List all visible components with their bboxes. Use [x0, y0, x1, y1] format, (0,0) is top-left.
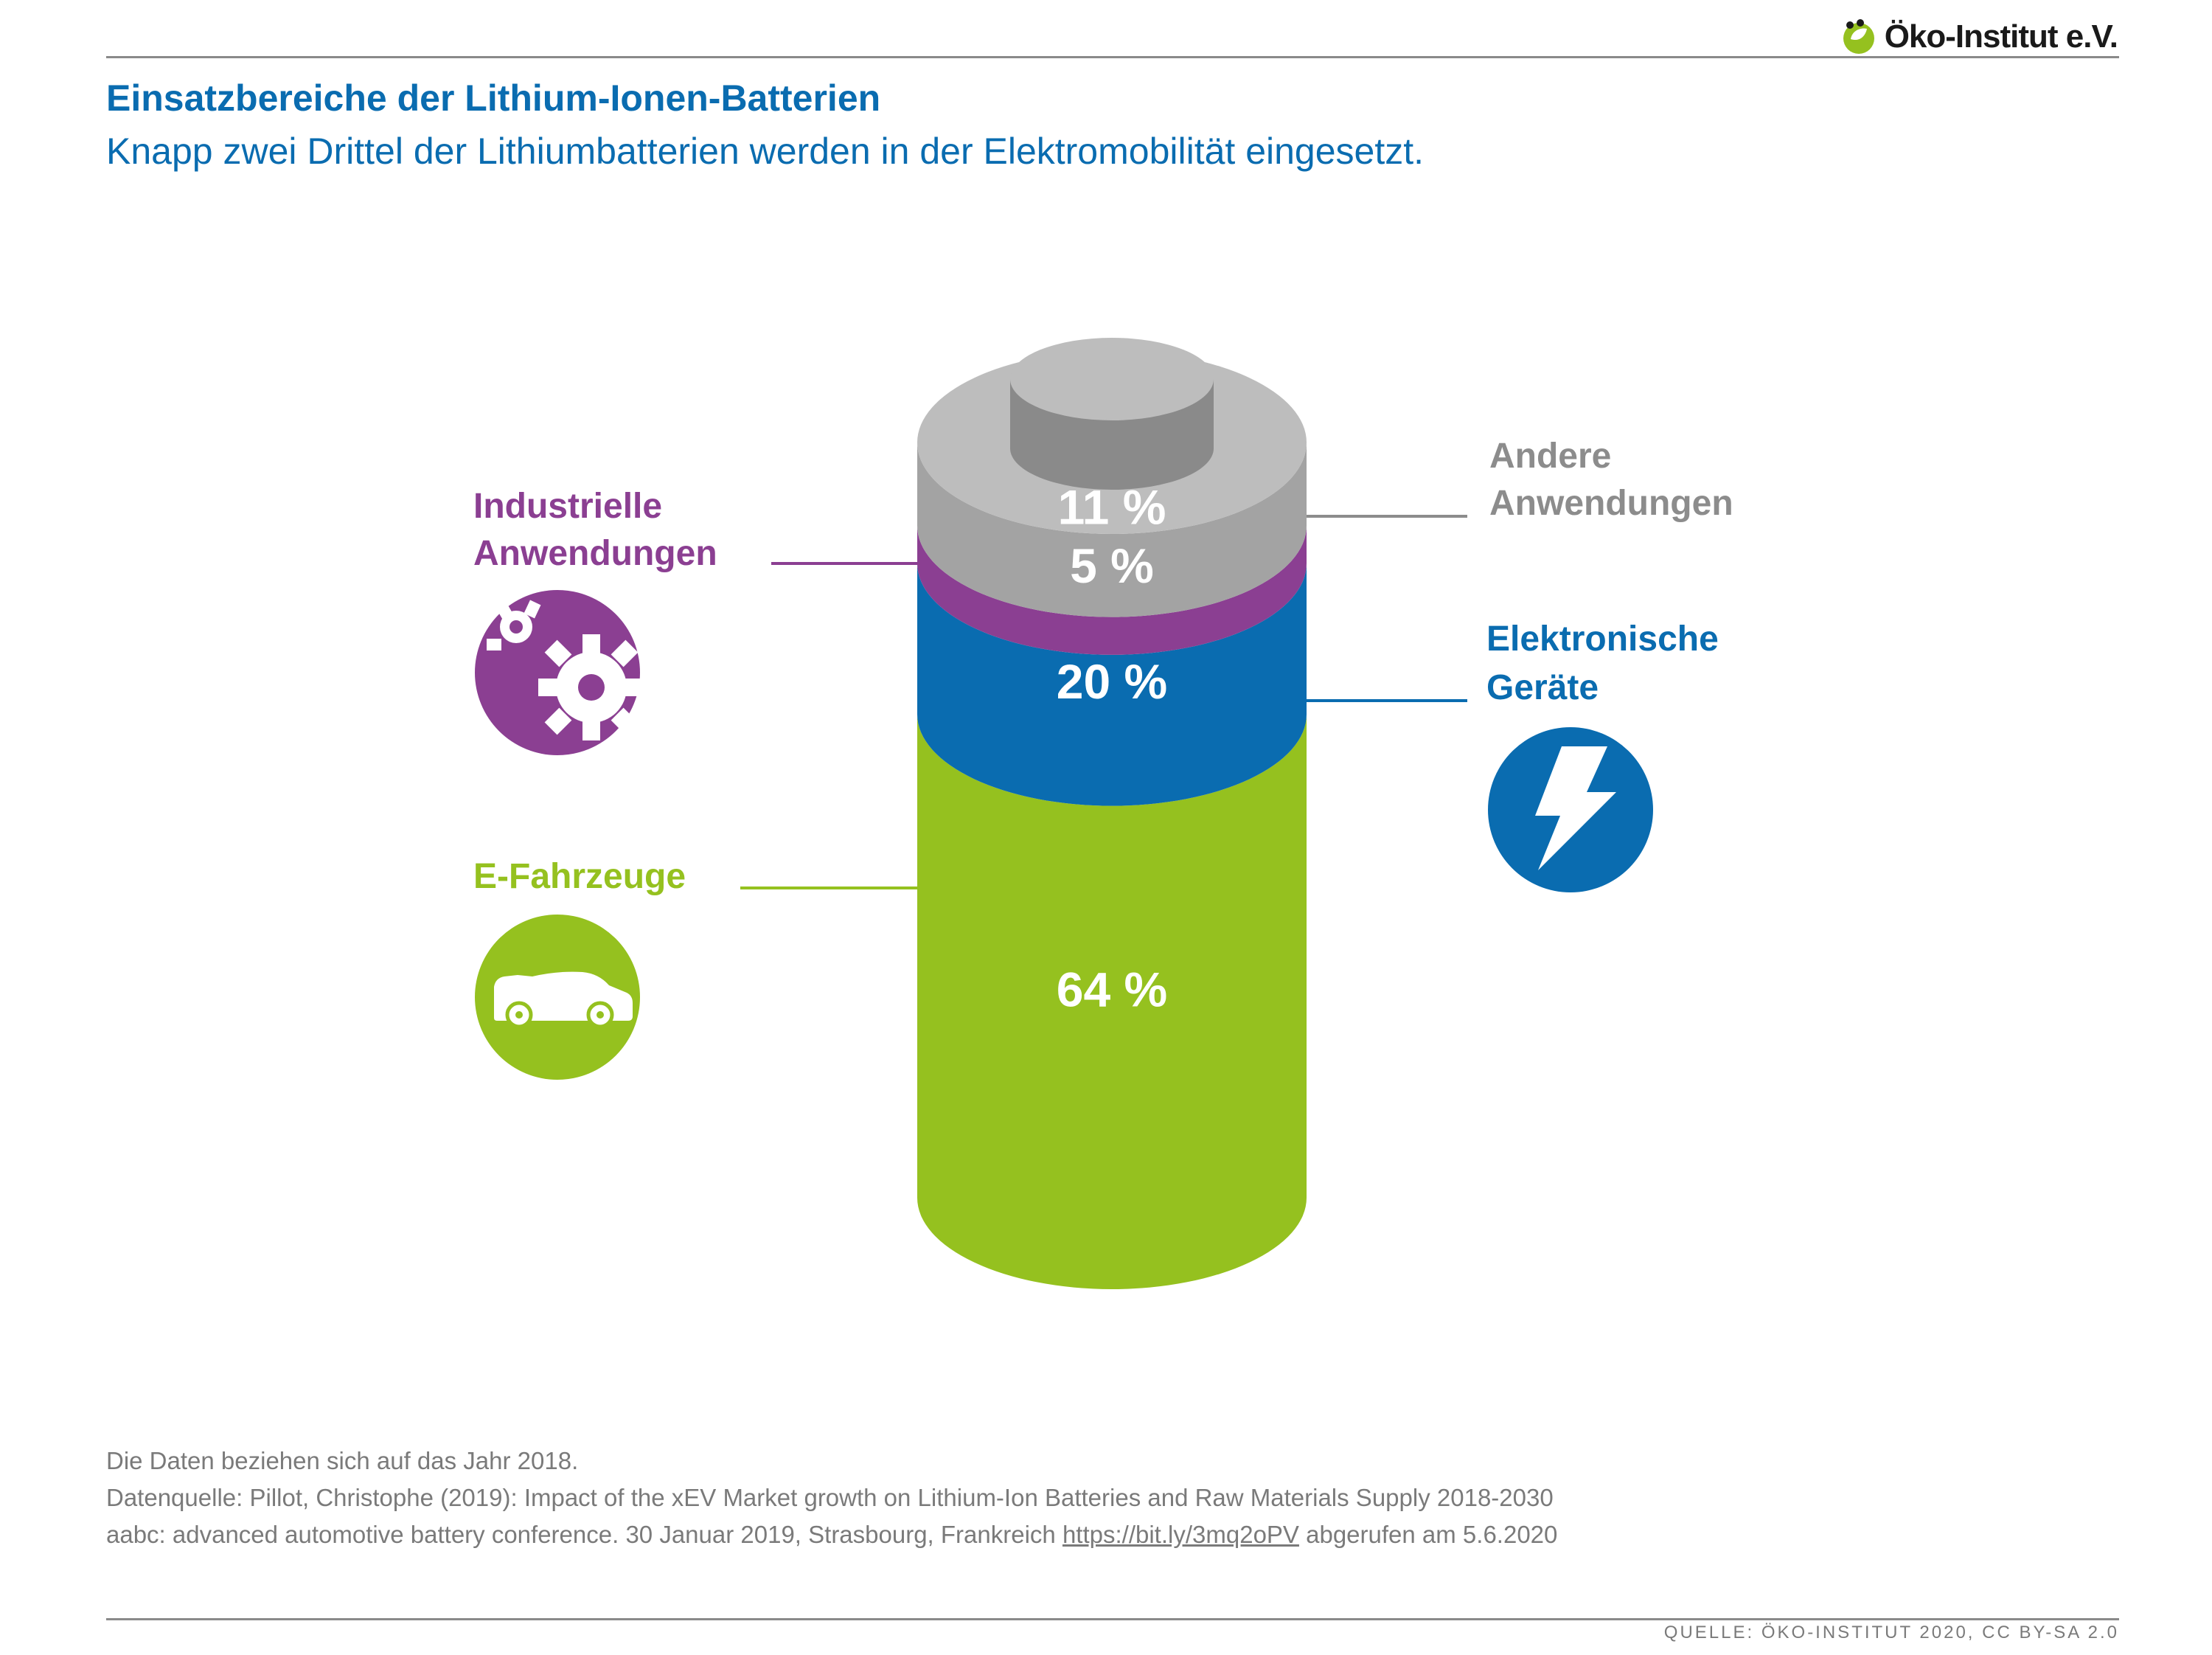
segment-elektronische-ger-te — [917, 563, 1307, 806]
footnote-year: Die Daten beziehen sich auf das Jahr 201… — [106, 1447, 579, 1474]
logo: Öko-Institut e.V. — [1840, 16, 2118, 58]
footnote-source-line2: aabc: advanced automotive battery confer… — [106, 1521, 1557, 1549]
source-credit: QUELLE: ÖKO-INSTITUT 2020, CC BY-SA 2.0 — [1663, 1623, 2119, 1642]
chart-title: Einsatzbereiche der Lithium-Ionen-Batter… — [106, 77, 881, 119]
leaf-circle-icon — [1843, 19, 1874, 54]
value-label-e-fahrzeuge: 64 % — [1057, 962, 1167, 1017]
battery-terminal-top — [1010, 338, 1214, 420]
callout-industrie-line1: Industrielle — [473, 487, 662, 526]
battery-cylinder: 64 % 20 % 5 %11 % — [917, 338, 1307, 1289]
segment-industrielle-anwendungen — [917, 525, 1307, 655]
footnote-source-line1: Datenquelle: Pillot, Christophe (2019): … — [106, 1484, 1554, 1511]
segment-e-fahrzeuge — [917, 714, 1307, 1289]
callout-industrie-line2: Anwendungen — [473, 534, 717, 573]
callout-andere-line2: Anwendungen — [1489, 484, 1733, 523]
chart-subtitle: Knapp zwei Drittel der Lithiumbatterien … — [106, 131, 1425, 172]
callout-elektronik-line2: Geräte — [1486, 668, 1599, 707]
value-label-elektronische-ger-te: 20 % — [1057, 654, 1167, 709]
callout-andere-line1: Andere — [1489, 437, 1611, 476]
gears-icon — [475, 590, 644, 755]
top-divider — [106, 56, 2119, 58]
logo-text: Öko-Institut e.V. — [1884, 18, 2118, 55]
callout-efahrzeuge-line1: E-Fahrzeuge — [473, 857, 686, 896]
source-link[interactable]: https://bit.ly/3mq2oPV — [1062, 1521, 1299, 1548]
footnote-access-date: abgerufen am 5.6.2020 — [1298, 1521, 1558, 1548]
callout-elektronik-line1: Elektronische — [1486, 620, 1719, 659]
value-label-industrielle-anwendungen: 5 % — [1070, 538, 1154, 593]
footnote-source-text: aabc: advanced automotive battery confer… — [106, 1521, 1062, 1548]
lightning-icon — [1488, 727, 1653, 892]
segment-andere-anwendungen — [917, 443, 1307, 617]
value-label-andere-anwendungen: 11 % — [1058, 480, 1166, 535]
car-icon — [475, 915, 640, 1080]
bottom-divider — [106, 1618, 2119, 1620]
